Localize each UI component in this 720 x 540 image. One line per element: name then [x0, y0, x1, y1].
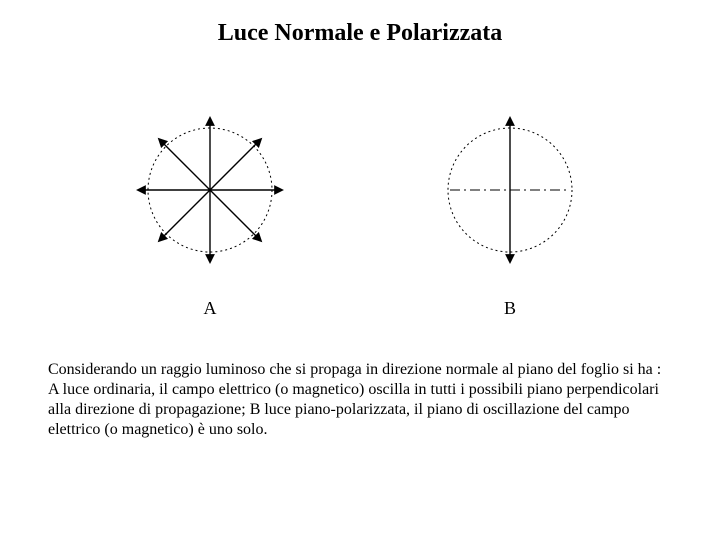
- diagram-b-block: B: [430, 110, 590, 319]
- page-title: Luce Normale e Polarizzata: [0, 20, 720, 47]
- diagram-row: A B: [0, 110, 720, 319]
- diagram-a-block: A: [130, 110, 290, 319]
- body-paragraph: Considerando un raggio luminoso che si p…: [48, 360, 672, 440]
- diagram-a-svg: [130, 110, 290, 280]
- diagram-b-svg: [430, 110, 590, 280]
- diagram-b-label: B: [504, 298, 516, 319]
- diagram-a-label: A: [204, 298, 217, 319]
